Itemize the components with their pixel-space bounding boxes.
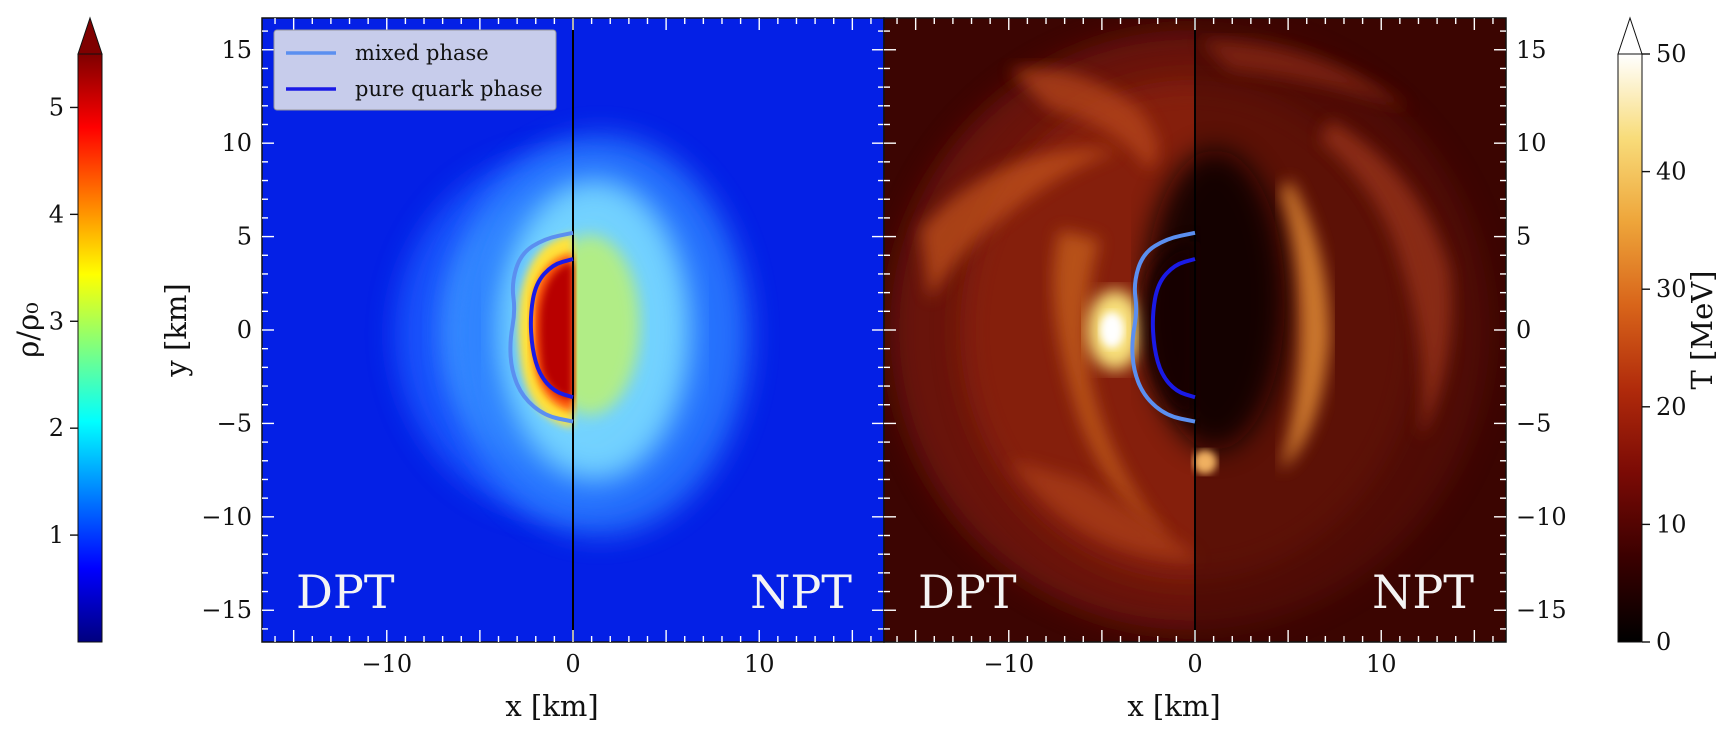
legend-label-mixed: mixed phase — [355, 41, 489, 65]
colorbar-tick-label: 50 — [1656, 40, 1687, 68]
x-tick-label: −10 — [361, 650, 412, 678]
colorbar-tick-label: 20 — [1656, 393, 1687, 421]
x-axis-label-temperature: x [km] — [1127, 689, 1220, 723]
npt-label-density: NPT — [750, 565, 852, 619]
temperature-ticks: −10 0 10 15 10 5 0 −5 −10 −15 — [884, 18, 1567, 678]
temperature-panel: −10 0 10 15 10 5 0 −5 −10 −15 DPT NPT x [km] — [883, 17, 1567, 723]
mixed-phase-contour — [1130, 230, 1196, 424]
colorbar-tick-label: 2 — [49, 414, 64, 442]
y-tick-label: 10 — [221, 129, 252, 157]
density-contours — [508, 230, 574, 424]
density-colorbar-extend-arrow — [77, 16, 103, 55]
y-tick-label: −15 — [1516, 596, 1567, 624]
y-tick-label: −15 — [201, 596, 252, 624]
x-tick-label: −10 — [983, 650, 1034, 678]
y-tick-label: −5 — [1516, 409, 1551, 437]
density-colorbar-ticks: 1 2 3 4 5 — [49, 93, 78, 549]
pure-quark-phase-contour — [1150, 257, 1196, 400]
density-colorbar: 1 2 3 4 5 ρ/ρ₀ — [11, 16, 103, 643]
mixed-phase-contour — [508, 230, 574, 424]
density-ticks: −10 0 10 15 10 5 0 −5 −10 −15 — [201, 18, 884, 678]
temperature-field — [884, 18, 1506, 642]
colorbar-tick-label: 5 — [49, 93, 64, 121]
legend-box — [273, 29, 557, 111]
y-tick-label: −10 — [201, 503, 252, 531]
colorbar-tick-label: 30 — [1656, 275, 1687, 303]
temperature-colorbar-ticks: 0 10 20 30 40 50 — [1642, 40, 1687, 656]
density-field — [262, 18, 884, 642]
temperature-colorbar-extend-arrow — [1617, 16, 1643, 55]
y-tick-label: 10 — [1516, 129, 1547, 157]
y-tick-label: −10 — [1516, 503, 1567, 531]
npt-label-temperature: NPT — [1372, 565, 1474, 619]
y-tick-label: 5 — [1516, 223, 1531, 251]
colorbar-tick-label: 3 — [49, 307, 64, 335]
y-tick-label: 15 — [221, 36, 252, 64]
y-tick-label: 0 — [1516, 316, 1531, 344]
y-tick-label: 0 — [237, 316, 252, 344]
colorbar-tick-label: 10 — [1656, 510, 1687, 538]
pure-quark-phase-contour — [528, 257, 574, 400]
dpt-label-temperature: DPT — [918, 565, 1017, 619]
density-panel: −10 0 10 15 10 5 0 −5 −10 −15 DPT NPT mixed phase… — [159, 17, 885, 723]
temperature-contours — [1130, 230, 1196, 424]
colorbar-tick-label: 40 — [1656, 158, 1687, 186]
x-tick-label: 10 — [744, 650, 775, 678]
x-tick-label: 10 — [1366, 650, 1397, 678]
temperature-colorbar: 0 10 20 30 40 50 T [MeV] — [1617, 16, 1719, 656]
temperature-colorbar-label: T [MeV] — [1685, 271, 1719, 390]
dpt-label-density: DPT — [296, 565, 395, 619]
temperature-colorbar-body — [1617, 53, 1643, 643]
colorbar-tick-label: 4 — [49, 200, 64, 228]
x-tick-label: 0 — [1187, 650, 1202, 678]
colorbar-tick-label: 1 — [49, 521, 64, 549]
density-colorbar-label: ρ/ρ₀ — [11, 302, 45, 358]
colorbar-tick-label: 0 — [1656, 628, 1671, 656]
y-tick-label: 5 — [237, 223, 252, 251]
x-axis-label-density: x [km] — [505, 689, 598, 723]
density-colorbar-body — [77, 53, 103, 643]
x-tick-label: 0 — [565, 650, 580, 678]
legend: mixed phase pure quark phase — [273, 29, 557, 111]
y-tick-label: 15 — [1516, 36, 1547, 64]
y-tick-label: −5 — [217, 409, 252, 437]
legend-label-pure: pure quark phase — [355, 77, 543, 101]
y-axis-label: y [km] — [159, 283, 193, 377]
